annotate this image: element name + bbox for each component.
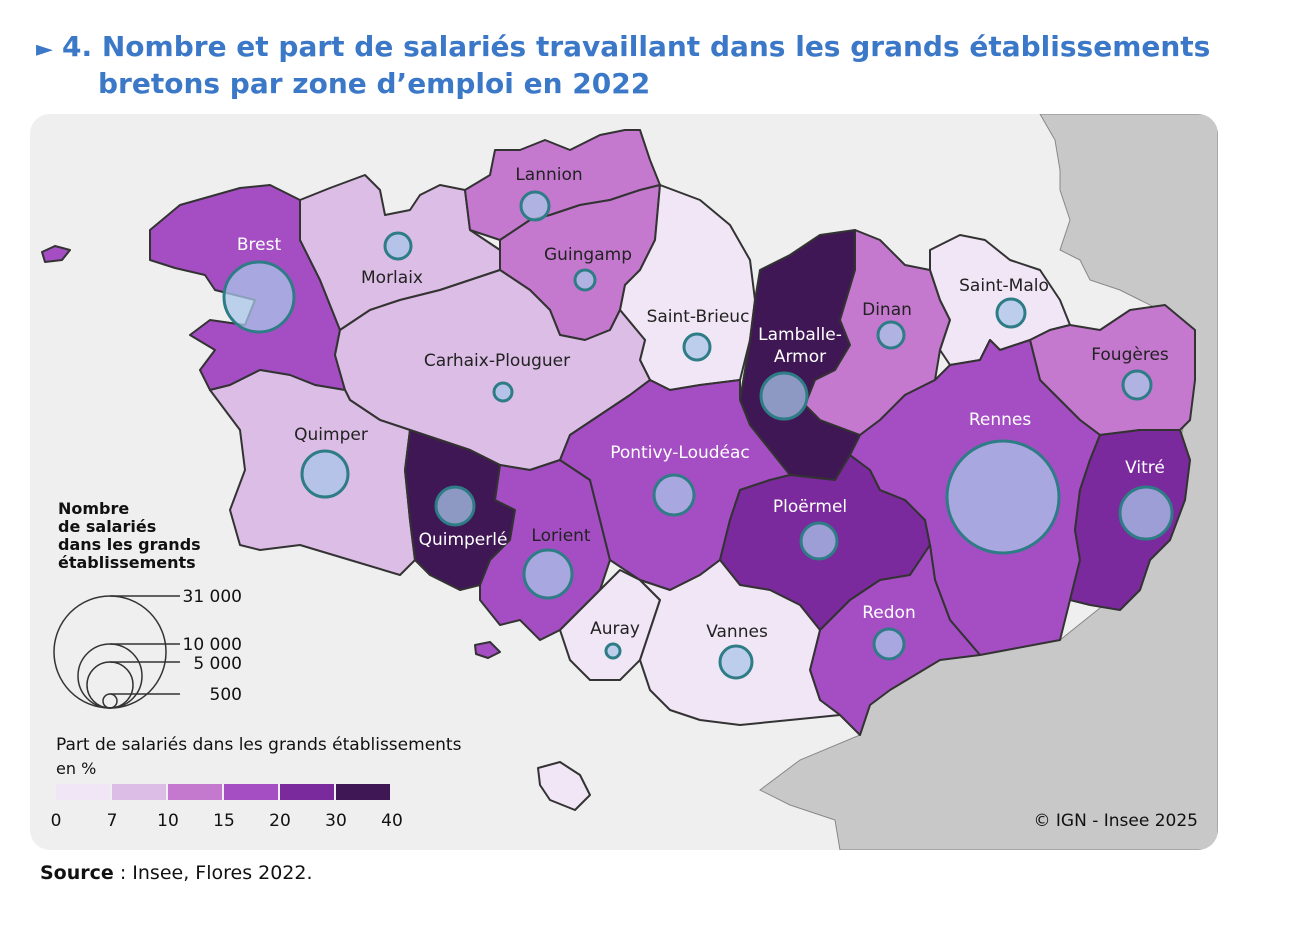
color-break-6: 40 <box>381 811 403 831</box>
svg-text:Nombre de salariés: Nombre de salariés dans les grands établ… <box>58 499 206 572</box>
color-legend-unit: en % <box>56 759 96 778</box>
label-brest: Brest <box>237 235 282 255</box>
size-legend-title-1: Nombre <box>58 499 129 518</box>
label-carhaix: Carhaix-Plouguer <box>424 351 570 371</box>
size-legend-title-2: de salariés <box>58 517 156 536</box>
bubble-saint-brieuc <box>682 332 712 362</box>
label-quimperle: Quimperlé <box>419 530 508 550</box>
size-label-31000: 31 000 <box>183 587 242 607</box>
bubble-vitre <box>1118 485 1174 541</box>
size-legend-title-4: établissements <box>58 553 196 572</box>
label-fougeres: Fougères <box>1091 345 1169 365</box>
label-redon: Redon <box>862 603 915 623</box>
size-label-10000: 10 000 <box>183 635 242 655</box>
label-vannes: Vannes <box>706 622 768 642</box>
color-swatch-2 <box>168 784 222 800</box>
title-line-2: bretons par zone d’emploi en 2022 <box>98 67 651 100</box>
color-break-0: 0 <box>51 811 62 831</box>
title-marker: ► <box>36 37 53 62</box>
label-auray: Auray <box>590 619 640 639</box>
label-ploermel: Ploërmel <box>773 497 847 517</box>
size-legend-title-3: dans les grands <box>58 535 201 554</box>
bubble-fougeres <box>1121 369 1153 401</box>
color-legend: Part de salariés dans les grands établis… <box>51 735 462 831</box>
zone-vannes <box>639 559 841 726</box>
size-legend: Nombre de salariés dans les grands établ… <box>53 499 242 709</box>
color-swatch-0 <box>56 784 110 800</box>
bubble-vannes <box>718 644 754 680</box>
bubble-carhaix <box>492 381 514 403</box>
bubble-morlaix <box>383 231 413 261</box>
bubble-ploermel <box>799 521 839 561</box>
color-break-1: 7 <box>107 811 118 831</box>
island-groix <box>474 641 501 659</box>
bubble-brest <box>222 260 296 334</box>
bubble-redon <box>872 627 906 661</box>
map-title: ► 4. Nombre et part de salariés travailla… <box>36 30 1266 101</box>
credit: © IGN - Insee 2025 <box>1034 811 1198 831</box>
color-swatch-5 <box>336 784 390 800</box>
size-circle-5000 <box>86 661 134 709</box>
size-circle-500 <box>102 693 118 709</box>
size-label-500: 500 <box>210 685 242 705</box>
source-note: Source : Insee, Flores 2022. <box>40 862 313 884</box>
label-vitre: Vitré <box>1125 458 1165 478</box>
label-dinan: Dinan <box>862 300 912 320</box>
bubble-lorient <box>522 548 574 600</box>
title-line-1: 4. Nombre et part de salariés travaillan… <box>62 30 1211 63</box>
bubble-rennes <box>945 439 1061 555</box>
label-saint-brieuc: Saint-Brieuc <box>647 307 750 327</box>
label-guingamp: Guingamp <box>544 245 632 265</box>
label-lamballe-1: Lamballe- <box>758 325 842 345</box>
bubble-quimperle <box>434 485 476 527</box>
bretagne-map: Brest Morlaix Lannion Guingamp Saint-Bri… <box>41 114 1218 850</box>
color-break-3: 15 <box>213 811 235 831</box>
bubble-lamballe <box>759 371 809 421</box>
source-label: Source <box>40 862 114 884</box>
label-quimper: Quimper <box>294 425 368 445</box>
bubble-pontivy <box>652 473 696 517</box>
color-swatch-4 <box>280 784 334 800</box>
source-text: : Insee, Flores 2022. <box>113 862 313 884</box>
bubbles <box>222 190 1174 680</box>
color-swatch-3 <box>224 784 278 800</box>
size-circle-10000 <box>77 643 143 709</box>
label-lannion: Lannion <box>515 165 582 185</box>
island-belle-ile <box>537 761 591 811</box>
color-break-4: 20 <box>269 811 291 831</box>
size-circle-31000 <box>53 595 167 709</box>
label-morlaix: Morlaix <box>361 268 423 288</box>
label-saint-malo: Saint-Malo <box>959 276 1049 296</box>
color-legend-title: Part de salariés dans les grands établis… <box>56 735 462 755</box>
zone-labels: Brest Morlaix Lannion Guingamp Saint-Bri… <box>237 165 1169 642</box>
label-lamballe-2: Armor <box>774 347 826 367</box>
bubble-auray <box>604 642 622 660</box>
color-break-2: 10 <box>157 811 179 831</box>
map-panel: Brest Morlaix Lannion Guingamp Saint-Bri… <box>30 114 1218 850</box>
bubble-guingamp <box>573 268 597 292</box>
label-lorient: Lorient <box>531 526 591 546</box>
size-label-5000: 5 000 <box>193 654 242 674</box>
bubble-saint-malo <box>995 297 1027 329</box>
label-pontivy: Pontivy-Loudéac <box>610 443 750 463</box>
bubble-quimper <box>300 449 350 499</box>
bubble-dinan <box>876 320 906 350</box>
color-break-5: 30 <box>325 811 347 831</box>
color-swatch-1 <box>112 784 166 800</box>
island-ouessant <box>41 245 71 263</box>
bubble-lannion <box>519 190 551 222</box>
label-rennes: Rennes <box>969 410 1032 430</box>
